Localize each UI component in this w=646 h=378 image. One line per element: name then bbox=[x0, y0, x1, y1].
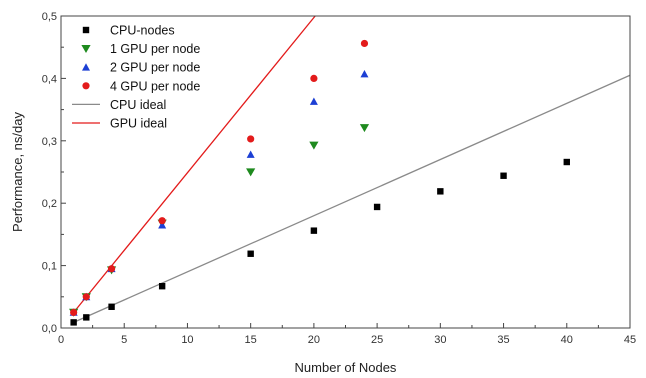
legend-cpu-nodes-marker bbox=[82, 26, 90, 34]
legend: CPU-nodes 1 GPU per node 2 GPU per node 4 G… bbox=[72, 24, 200, 131]
cpu-nodes-point bbox=[158, 282, 166, 290]
legend-cpu-nodes-label: CPU-nodes bbox=[110, 24, 175, 38]
ideal-lines bbox=[73, 15, 631, 323]
4-gpu-per-node-point bbox=[70, 308, 78, 316]
x-tick-label: 0 bbox=[58, 334, 64, 346]
y-tick-label: 0,1 bbox=[42, 261, 57, 273]
4-gpu-per-node-point bbox=[82, 293, 90, 301]
cpu-nodes-point bbox=[373, 203, 381, 211]
y-axis-ticks: 0,0 0,1 0,2 0,3 0,4 0,5 bbox=[42, 11, 66, 335]
legend-4-gpu-per-node-label: 4 GPU per node bbox=[110, 79, 200, 93]
x-axis-title: Number of Nodes bbox=[295, 360, 397, 375]
y-axis-title: Performance, ns/day bbox=[10, 112, 25, 232]
legend-cpu-ideal-label: CPU ideal bbox=[110, 98, 166, 112]
2-gpu-per-node-point bbox=[158, 221, 167, 229]
y-tick-label: 0,4 bbox=[42, 73, 57, 85]
x-axis-ticks: 0 5 10 15 20 25 30 35 40 45 bbox=[58, 323, 636, 346]
cpu-nodes-point bbox=[108, 303, 115, 310]
cpu-nodes-point bbox=[563, 158, 570, 166]
x-tick-label: 15 bbox=[245, 334, 257, 346]
1-gpu-per-node-point bbox=[246, 168, 256, 177]
4-gpu-per-node-point bbox=[158, 217, 166, 225]
cpu-nodes-point bbox=[310, 227, 318, 234]
4-gpu-per-node-point bbox=[310, 74, 318, 82]
2-gpu-per-node-point bbox=[309, 97, 318, 105]
legend-1-gpu-per-node-label: 1 GPU per node bbox=[110, 42, 200, 56]
legend-2-gpu-per-node-label: 2 GPU per node bbox=[110, 61, 200, 75]
y-tick-label: 0,2 bbox=[42, 198, 57, 210]
cpu-ideal-line bbox=[73, 74, 631, 323]
x-tick-label: 5 bbox=[121, 334, 127, 346]
y-tick-label: 0,5 bbox=[42, 11, 57, 23]
legend-1-gpu-per-node-marker bbox=[81, 45, 91, 53]
cpu-nodes-point bbox=[70, 319, 77, 326]
2-gpu-per-node-point bbox=[246, 150, 255, 158]
cpu-nodes-point bbox=[500, 172, 507, 179]
x-tick-label: 25 bbox=[371, 334, 383, 346]
cpu-nodes-point bbox=[83, 314, 90, 321]
cpu-nodes-point bbox=[437, 188, 444, 195]
y-tick-label: 0,3 bbox=[42, 136, 57, 148]
y-tick-label: 0,0 bbox=[42, 323, 57, 335]
x-tick-label: 45 bbox=[624, 334, 636, 346]
data-points bbox=[69, 39, 570, 326]
x-tick-label: 35 bbox=[497, 334, 509, 346]
x-tick-label: 20 bbox=[308, 334, 320, 346]
4-gpu-per-node-point bbox=[360, 39, 369, 48]
legend-4-gpu-per-node-marker bbox=[82, 82, 90, 90]
cpu-nodes-point bbox=[247, 250, 254, 257]
x-tick-label: 10 bbox=[181, 334, 193, 346]
legend-2-gpu-per-node-marker bbox=[82, 63, 90, 71]
x-tick-label: 30 bbox=[434, 334, 446, 346]
1-gpu-per-node-point bbox=[359, 124, 370, 133]
4-gpu-per-node-point bbox=[247, 135, 255, 143]
legend-gpu-ideal-label: GPU ideal bbox=[110, 117, 167, 131]
gpu-ideal-line bbox=[73, 15, 316, 313]
2-gpu-per-node-point bbox=[360, 70, 369, 78]
1-gpu-per-node-point bbox=[309, 141, 319, 150]
x-tick-label: 40 bbox=[561, 334, 573, 346]
4-gpu-per-node-point bbox=[107, 265, 116, 273]
